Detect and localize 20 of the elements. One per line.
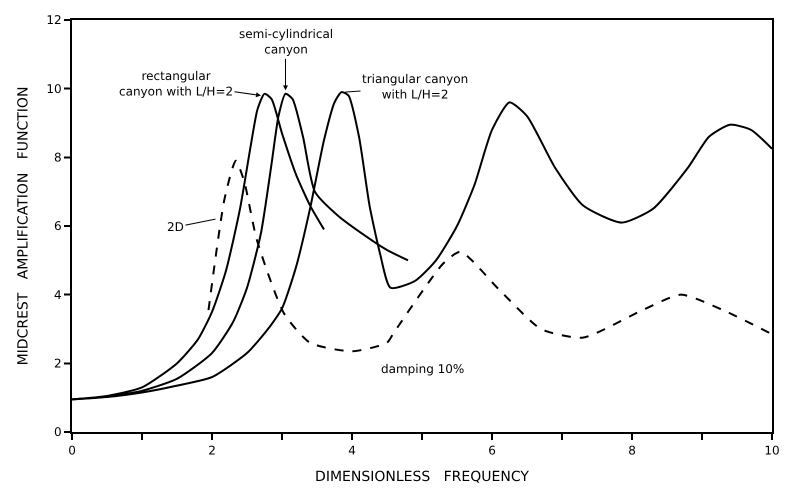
x-tick-label: 2 <box>208 443 216 458</box>
y-tick-label: 10 <box>46 82 62 96</box>
x-axis-title: DIMENSIONLESS FREQUENCY <box>315 469 530 486</box>
annotation: damping 10% <box>381 362 464 376</box>
y-tick-label: 12 <box>46 13 62 28</box>
y-tick-label: 4 <box>54 288 62 302</box>
annotation: 2D <box>167 220 184 234</box>
x-tick-label: 0 <box>68 443 76 458</box>
x-tick-label: 10 <box>764 443 780 458</box>
annotation: semi-cylindrical canyon <box>239 27 334 57</box>
y-axis-title: MIDCREST AMPLIFICATION FUNCTION <box>15 86 32 366</box>
y-tick-label: 0 <box>54 425 62 440</box>
x-tick-label: 4 <box>348 443 356 458</box>
y-tick-label: 6 <box>54 219 62 234</box>
annotation: rectangular canyon with L/H=2 <box>119 69 234 99</box>
x-tick-label: 8 <box>628 443 636 458</box>
annotation: triangular canyon with L/H=2 <box>362 72 468 102</box>
x-tick-label: 6 <box>488 443 496 458</box>
y-tick-label: 2 <box>54 356 62 371</box>
y-tick-label: 8 <box>54 150 62 165</box>
